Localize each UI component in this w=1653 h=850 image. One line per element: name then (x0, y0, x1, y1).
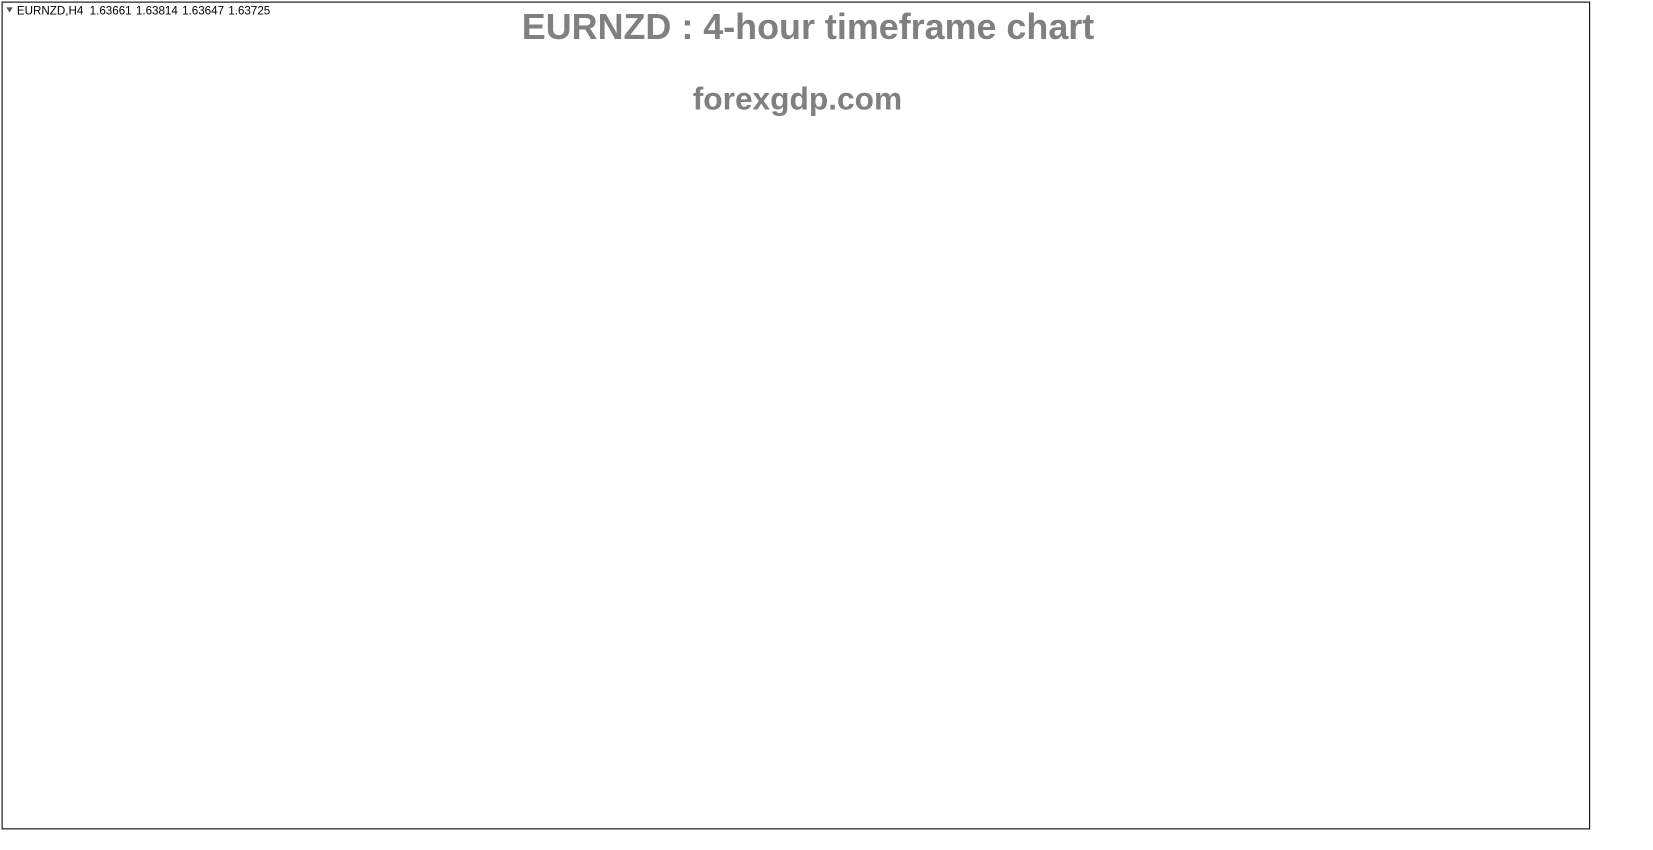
chart-subtitle: forexgdp.com (693, 81, 902, 117)
symbol: EURNZD,H4 (17, 5, 84, 18)
plot-border (1, 1, 1591, 830)
last-low: 1.63647 (182, 5, 224, 18)
last-open: 1.63661 (90, 5, 132, 18)
last-high: 1.63814 (136, 5, 179, 18)
symbol-header: EURNZD,H4 1.63661 1.63814 1.63647 1.63725 (17, 5, 270, 18)
chart-title: EURNZD : 4-hour timeframe chart (522, 7, 1094, 47)
last-close: 1.63725 (228, 5, 270, 18)
symbol-icon (6, 7, 13, 13)
